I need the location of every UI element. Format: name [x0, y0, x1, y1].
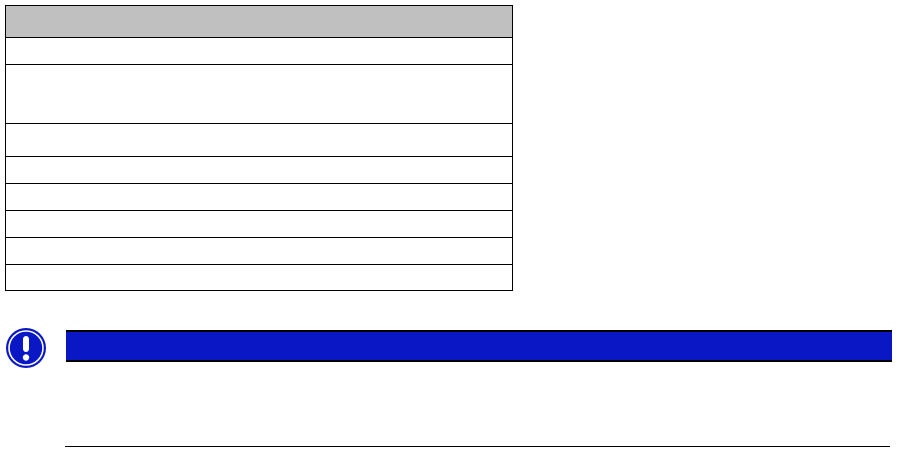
table-row	[5, 264, 513, 291]
table-header-cell	[5, 5, 513, 38]
table-body	[5, 37, 513, 291]
table-row	[5, 123, 513, 157]
table-cell	[5, 64, 513, 124]
table-cell	[5, 123, 513, 157]
table-row	[5, 237, 513, 265]
notice-block	[0, 325, 907, 373]
table-row	[5, 183, 513, 211]
table-row	[5, 64, 513, 124]
table-cell	[5, 237, 513, 265]
notice-exclamation-icon	[6, 328, 46, 368]
table-cell	[5, 264, 513, 291]
table-row	[5, 156, 513, 184]
notice-bar	[66, 330, 892, 362]
table-row	[5, 210, 513, 238]
table-header-row	[5, 5, 513, 38]
footer-rule	[65, 446, 890, 447]
data-table	[5, 5, 513, 291]
table-cell	[5, 37, 513, 65]
table-header	[5, 5, 513, 38]
table-row	[5, 37, 513, 65]
table-cell	[5, 156, 513, 184]
table-cell	[5, 183, 513, 211]
table-cell	[5, 210, 513, 238]
